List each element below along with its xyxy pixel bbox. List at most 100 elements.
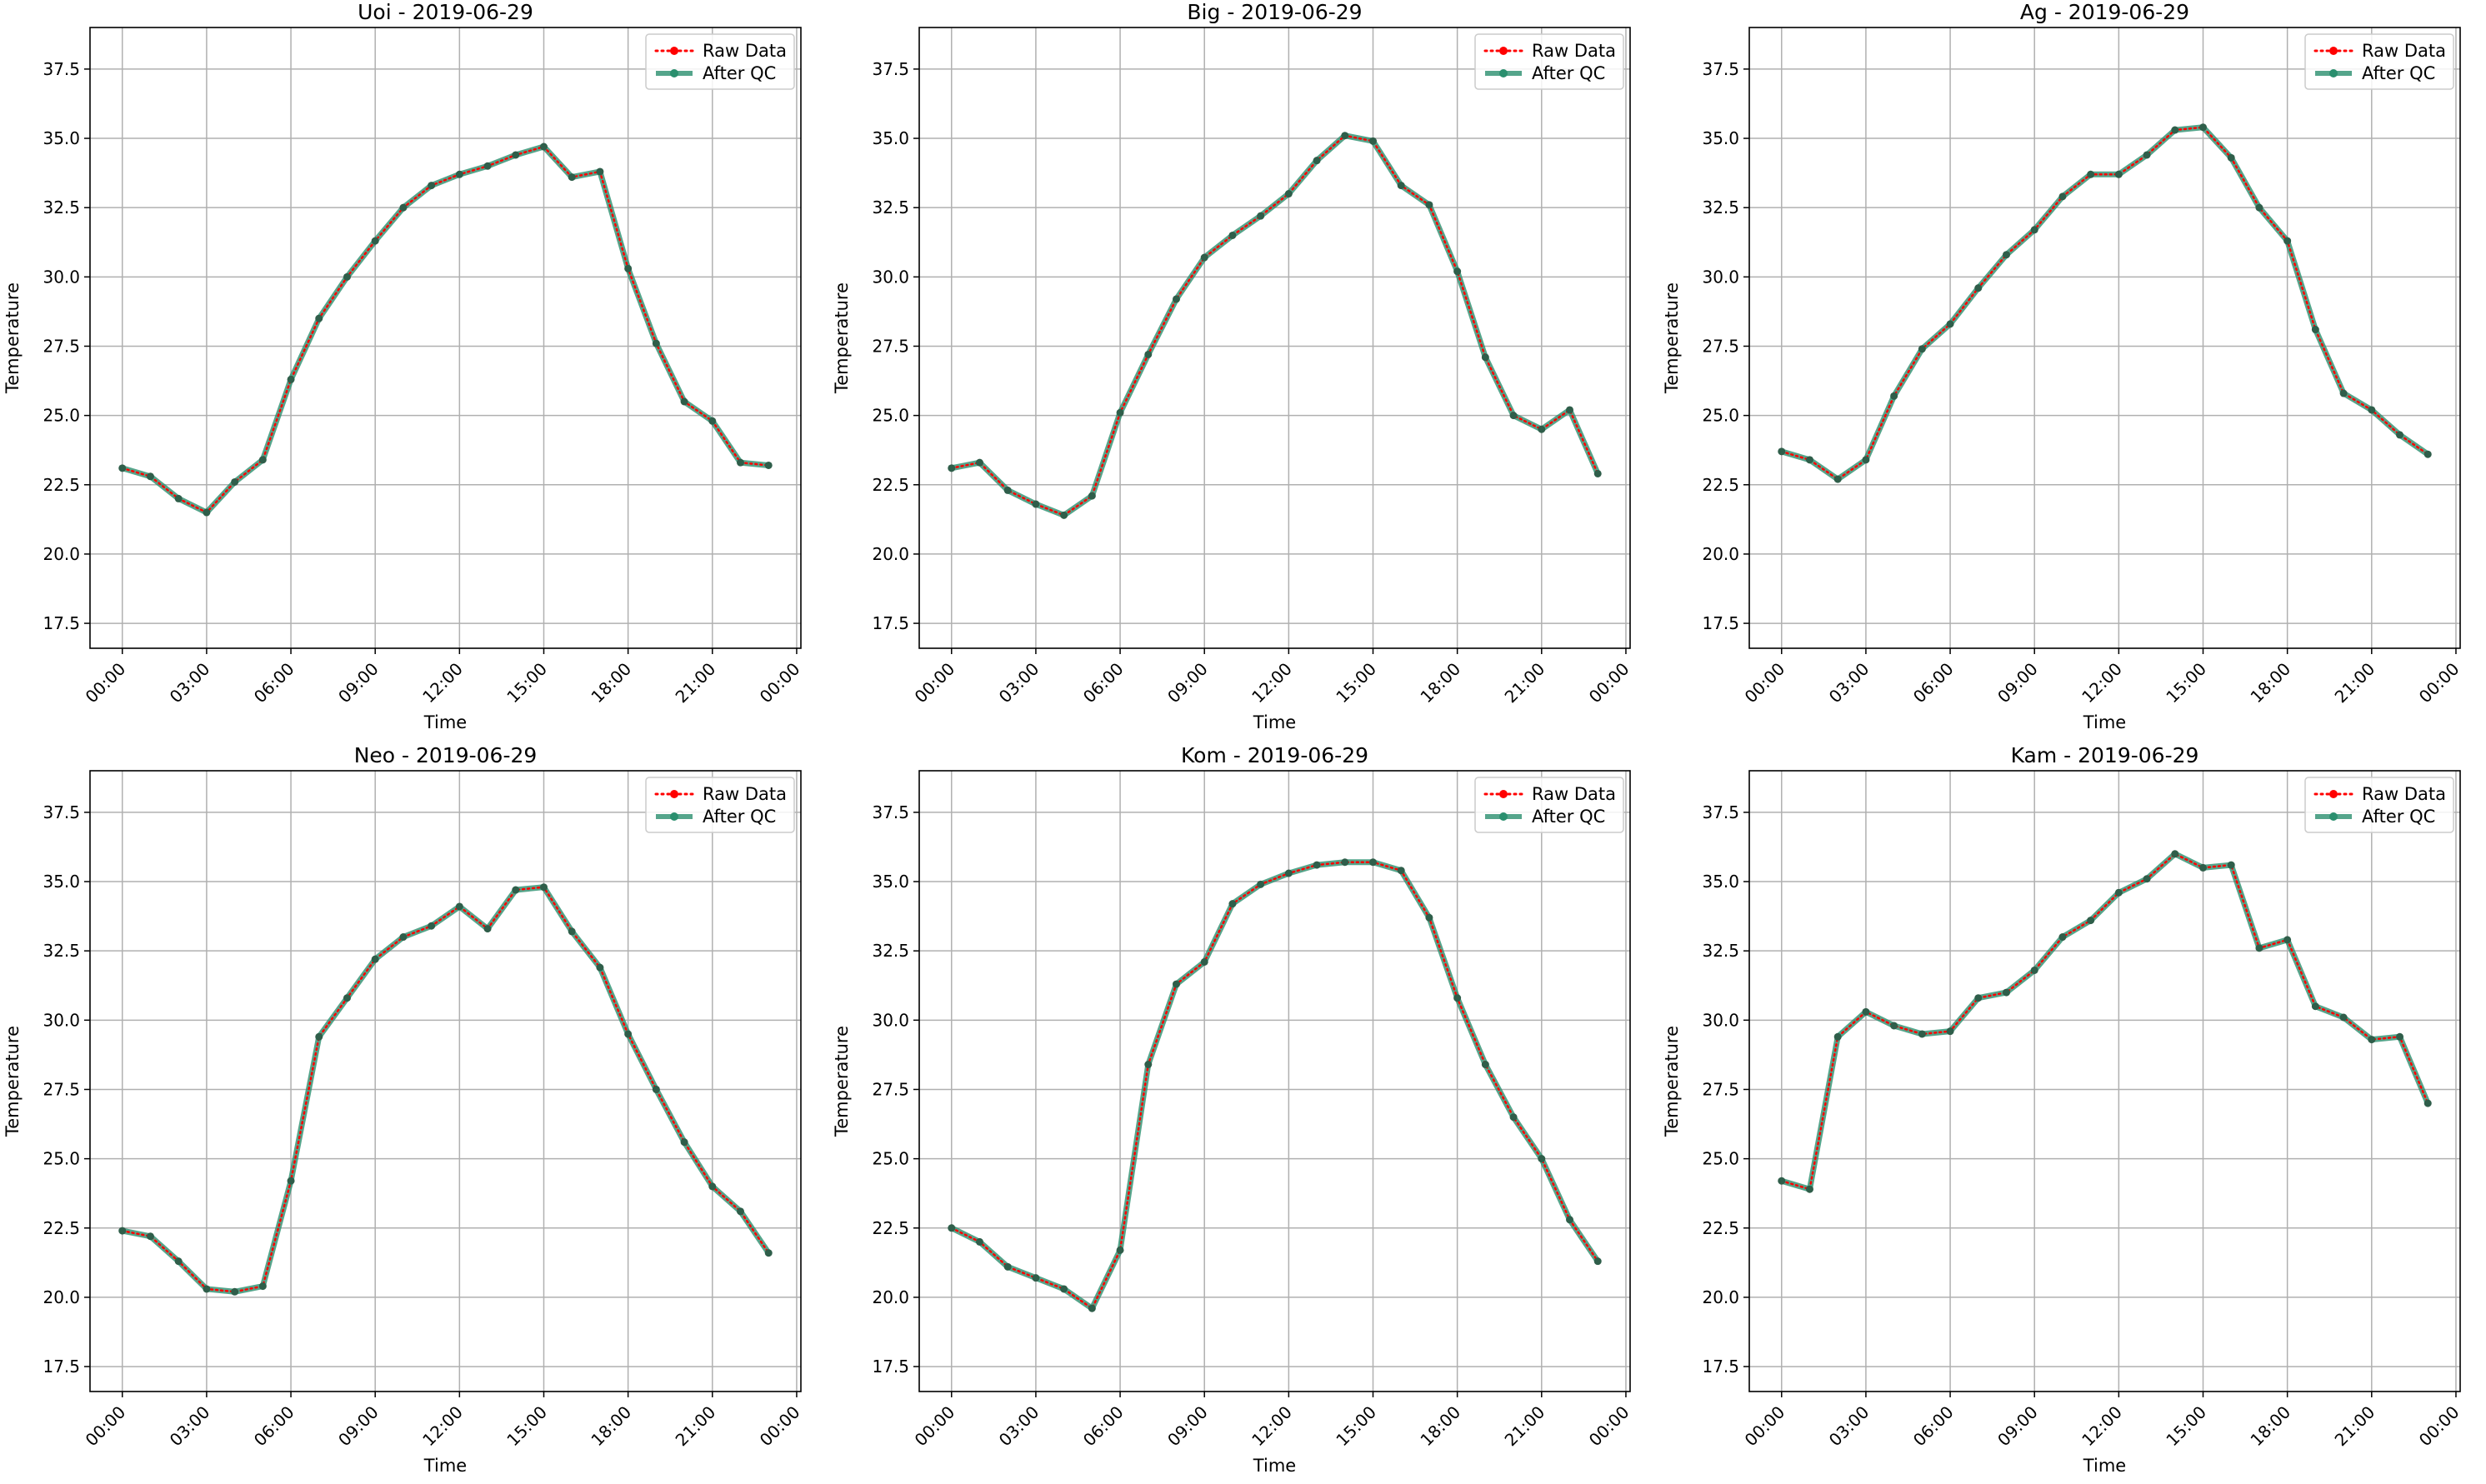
chart-panel-4: 17.5 20.0 22.5 25.0 27.5 30.0 32.5 35.0 37.5 00:0… (832, 743, 1633, 1476)
data-point (2396, 431, 2404, 439)
y-axis-label: Temperature (1662, 1026, 1682, 1137)
after-qc-line (1780, 124, 2430, 482)
x-tick-label: 09:00 (334, 1402, 383, 1451)
data-point (1509, 1113, 1518, 1122)
x-tick-label: 03:00 (995, 659, 1043, 707)
raw-data-line (1780, 852, 2429, 1191)
x-tick-label: 03:00 (166, 659, 214, 707)
legend-label-qc: After QC (1532, 807, 1605, 827)
data-point (512, 886, 520, 894)
data-point (2423, 1099, 2432, 1107)
x-tick-label: 06:00 (250, 1402, 298, 1451)
data-point (258, 456, 267, 464)
data-point (2255, 944, 2263, 952)
y-tick-label: 37.5 (872, 59, 909, 79)
data-point (2030, 226, 2038, 234)
data-point (315, 314, 323, 322)
data-point (1060, 1285, 1068, 1293)
x-tick-label: 09:00 (1993, 659, 2042, 707)
legend-raw-marker (1499, 790, 1508, 798)
legend-label-qc: After QC (2362, 63, 2435, 83)
x-tick-label: 21:00 (2331, 1402, 2379, 1451)
y-tick-label: 17.5 (43, 1357, 80, 1377)
data-point (1088, 492, 1096, 500)
data-point (174, 1257, 183, 1266)
data-point (1805, 456, 1813, 464)
x-tick-label: 09:00 (1163, 1402, 1212, 1451)
data-point (1805, 1185, 1813, 1193)
y-tick-label: 35.0 (872, 872, 909, 892)
data-points (118, 142, 773, 517)
x-tick-label: 18:00 (2246, 1402, 2294, 1451)
axes-frame (89, 770, 802, 1392)
legend-label-qc: After QC (703, 63, 776, 83)
x-tick-label: 06:00 (1909, 1402, 1958, 1451)
data-point (1593, 469, 1602, 477)
chart-title: Big - 2019-06-29 (1187, 0, 1362, 24)
x-tick-label: 12:00 (418, 659, 467, 707)
y-tick-label: 32.5 (1702, 941, 1739, 961)
data-point (2171, 126, 2179, 134)
y-tick-label: 37.5 (1702, 802, 1739, 822)
legend-raw-marker (670, 47, 678, 55)
y-tick-label: 20.0 (1702, 1287, 1739, 1307)
y-tick-label: 20.0 (43, 544, 80, 564)
data-point (455, 170, 463, 178)
data-point (2143, 151, 2151, 159)
data-points (1778, 850, 2432, 1193)
legend-label-raw: Raw Data (1532, 784, 1616, 804)
data-points (948, 858, 1602, 1312)
data-point (1003, 1262, 1012, 1271)
x-tick-label: 18:00 (1416, 1402, 1464, 1451)
data-point (1918, 345, 1926, 353)
data-point (1257, 880, 1265, 888)
data-point (737, 458, 745, 467)
data-point (1566, 1216, 1574, 1224)
x-tick-label: 18:00 (2246, 659, 2294, 707)
data-point (1833, 475, 1842, 483)
x-tick-label: 00:00 (2415, 1402, 2463, 1451)
legend-label-raw: Raw Data (703, 41, 787, 61)
y-tick-label: 25.0 (1702, 1149, 1739, 1169)
legend-label-qc: After QC (703, 807, 776, 827)
data-point (118, 464, 127, 472)
legend-raw-marker (1499, 47, 1508, 55)
x-tick-label: 12:00 (1248, 1402, 1296, 1451)
y-tick-label: 25.0 (872, 1149, 909, 1169)
y-tick-label: 32.5 (1702, 197, 1739, 217)
data-point (287, 375, 295, 383)
axes-frame (1748, 27, 2461, 649)
data-point (1284, 869, 1293, 877)
data-point (764, 1249, 773, 1257)
raw-data-line (121, 886, 770, 1293)
y-tick-label: 20.0 (43, 1287, 80, 1307)
data-point (1453, 994, 1462, 1002)
grid (919, 27, 1630, 648)
data-point (287, 1177, 295, 1185)
data-point (174, 494, 183, 502)
chart-panel-0: 17.5 20.0 22.5 25.0 27.5 30.0 32.5 35.0 37.5 00:0… (3, 0, 803, 732)
x-tick-label: 00:00 (82, 1402, 130, 1451)
y-tick-label: 22.5 (1702, 475, 1739, 495)
y-tick-label: 22.5 (43, 1218, 80, 1238)
data-point (2058, 933, 2067, 942)
data-point (764, 461, 773, 469)
chart-panel-2: 17.5 20.0 22.5 25.0 27.5 30.0 32.5 35.0 37.5 00:0… (1662, 0, 2463, 732)
x-tick-label: 21:00 (672, 1402, 720, 1451)
data-point (2087, 917, 2095, 925)
data-point (2283, 237, 2292, 245)
data-point (146, 1232, 154, 1241)
x-tick-label: 03:00 (166, 1402, 214, 1451)
data-point (1481, 353, 1489, 362)
legend-label-raw: Raw Data (2362, 41, 2446, 61)
y-tick-label: 30.0 (1702, 1010, 1739, 1030)
data-point (1425, 201, 1433, 209)
data-point (2171, 850, 2179, 858)
data-point (231, 477, 239, 486)
y-tick-label: 22.5 (872, 475, 909, 495)
data-point (568, 927, 576, 936)
x-tick-label: 06:00 (1079, 1402, 1128, 1451)
